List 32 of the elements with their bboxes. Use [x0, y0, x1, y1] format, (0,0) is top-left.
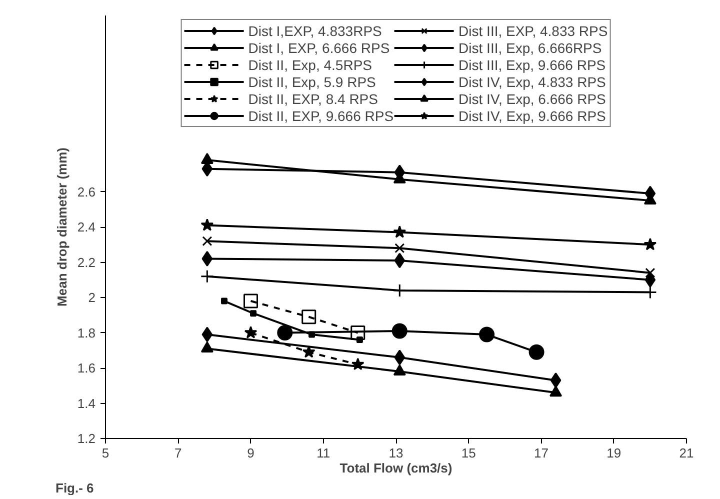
x-axis-title: Total Flow (cm3/s)	[340, 460, 452, 476]
text: Fig.- 6	[56, 480, 94, 496]
legend-label: Dist IV, Exp, 4.833 RPS	[458, 73, 606, 90]
y-tick-label: 2	[88, 290, 96, 305]
x-tick-label: 15	[461, 446, 476, 460]
x-tick-label: 17	[534, 446, 548, 460]
legend-label: Dist I,EXP, 4.833RPS	[248, 22, 382, 39]
x-tick-label: 19	[606, 446, 622, 460]
x-tick-label: 11	[316, 446, 330, 460]
legend-label: Dist II, EXP, 8.4 RPS	[248, 90, 378, 107]
legend-label: Dist II, EXP, 9.666 RPS	[248, 107, 394, 124]
legend-label: Dist III, Exp, 9.666 RPS	[458, 56, 606, 73]
legend-label: Dist II, Exp, 5.9 RPS	[248, 73, 376, 90]
y-tick-label: 1.6	[77, 360, 96, 376]
y-tick-label: 1.8	[77, 325, 96, 340]
legend-label: Dist I, EXP, 6.666 RPS	[248, 39, 390, 56]
x-tick-label: 13	[388, 446, 404, 460]
legend-label: Dist II, Exp, 4.5RPS	[248, 56, 372, 73]
y-axis-title: Mean drop diameter (mm)	[54, 148, 70, 306]
x-tick-label: 5	[102, 446, 110, 460]
legend-label: Dist III, Exp, 6.666RPS	[458, 39, 602, 56]
x-tick-label: 21	[679, 446, 694, 460]
y-tick-label: 1.2	[77, 431, 96, 446]
legend-label: Dist IV, Exp, 9.666 RPS	[458, 107, 606, 124]
y-tick-label: 2.6	[77, 184, 96, 200]
legend-label: Dist IV, Exp, 6.666 RPS	[458, 90, 606, 107]
y-tick-label: 2.4	[77, 220, 96, 234]
x-tick-label: 9	[247, 446, 254, 460]
y-tick-label: 1.4	[77, 396, 96, 411]
legend-label: Dist III, EXP, 4.833 RPS	[458, 22, 608, 39]
x-tick-label: 7	[174, 446, 182, 460]
y-tick-label: 2.2	[77, 254, 96, 270]
